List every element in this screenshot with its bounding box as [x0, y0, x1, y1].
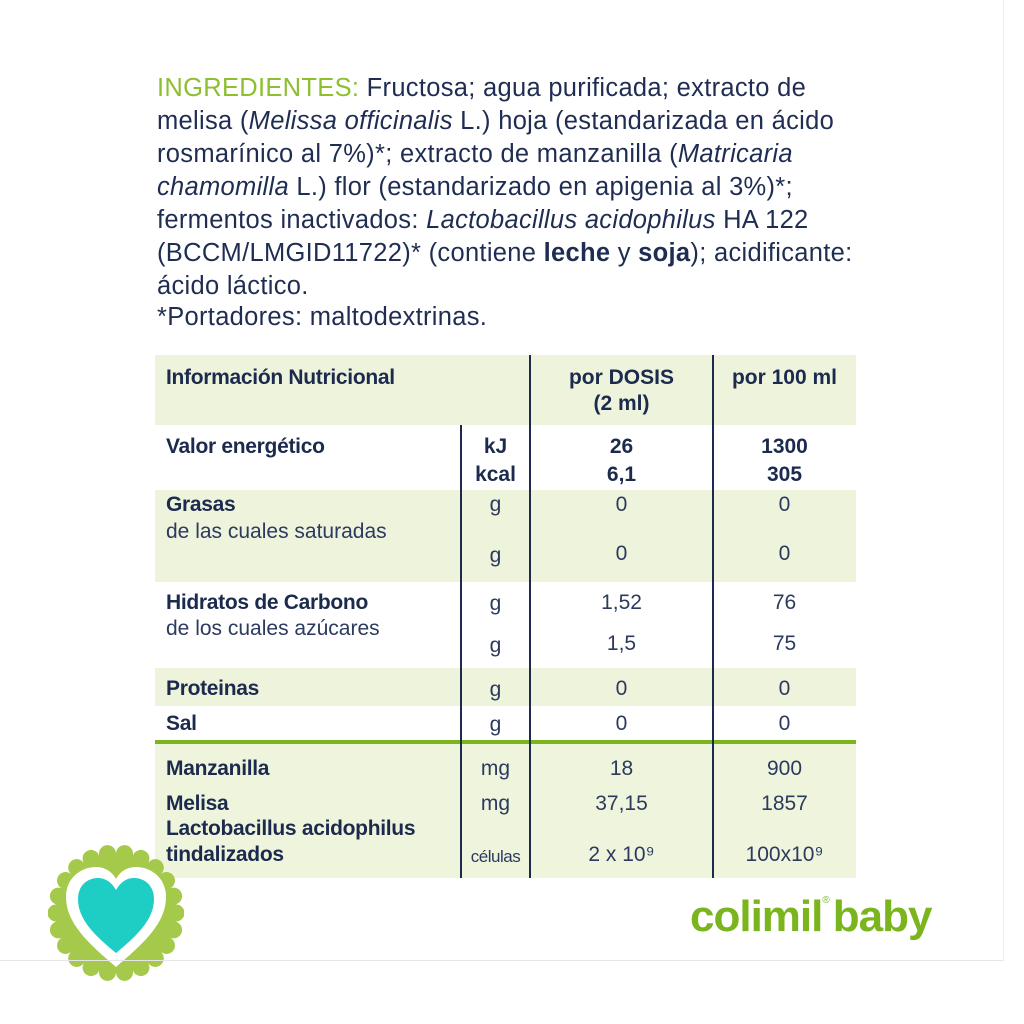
value: 900 [766, 757, 803, 780]
ingredients-segment: L.) hoja (estandarizada en ácido [452, 107, 835, 135]
ingredients-segment: rosmarínico al 7%)*; extracto de manzani… [157, 140, 678, 168]
row-label: Proteinas [166, 677, 259, 700]
value: 0 [615, 712, 628, 735]
unit: mg [480, 757, 511, 780]
protein-band [155, 668, 856, 706]
heart-badge-logo [48, 845, 184, 981]
col-100ml-header: por 100 ml [731, 366, 838, 389]
ingredients-segment: y [610, 239, 639, 267]
divider [0, 960, 1004, 961]
fat-band [155, 490, 856, 582]
ingredients-segment: Lactobacillus acidophilus [426, 206, 716, 234]
ingredients-segment: Melissa officinalis [248, 107, 453, 135]
value: 305 [766, 463, 803, 486]
ingredients-line: chamomilla L.) flor (estandarizado en ap… [157, 171, 867, 204]
row-label: Hidratos de Carbono [166, 591, 368, 614]
ingredients-segment: soja [638, 239, 691, 267]
ingredients-segment: leche [543, 239, 611, 267]
row-label: Lactobacillus acidophilus [166, 817, 416, 840]
row-label: Valor energético [166, 435, 325, 458]
unit: g [489, 713, 502, 736]
ingredients-line: ácido láctico. [157, 270, 867, 303]
header-band [155, 355, 856, 425]
value: 37,15 [595, 792, 648, 815]
unit: mg [480, 792, 511, 815]
brand-name: colimil [690, 892, 823, 941]
unit: g [489, 678, 502, 701]
unit: kJ [483, 435, 508, 458]
ingredients-text: INGREDIENTES: Fructosa; agua purificada;… [157, 72, 867, 303]
divider [460, 425, 462, 878]
value: 18 [609, 757, 634, 780]
unit: g [489, 544, 502, 567]
value: 76 [772, 591, 797, 614]
col-dose-subheader: (2 ml) [593, 392, 650, 415]
value: 75 [772, 632, 797, 655]
value: 0 [778, 677, 791, 700]
heart-icon [78, 878, 154, 953]
row-label: Melisa [166, 792, 229, 815]
carriers-note: *Portadores: maltodextrinas. [157, 303, 488, 331]
ingredients-segment: Matricaria [677, 140, 793, 168]
ingredients-segment: Fructosa; agua purificada; extracto de [359, 74, 807, 102]
value: 0 [615, 493, 628, 516]
row-sublabel: de los cuales azúcares [166, 617, 380, 640]
divider [155, 740, 856, 744]
ingredients-segment: melisa ( [157, 107, 249, 135]
brand-subname: baby [832, 892, 933, 941]
unit: células [470, 847, 521, 866]
value: 1857 [761, 792, 808, 815]
ingredients-segment: (BCCM/LMGID11722)* (contiene [157, 239, 544, 267]
ingredients-line: rosmarínico al 7%)*; extracto de manzani… [157, 138, 867, 171]
ingredients-segment: chamomilla [157, 173, 289, 201]
row-label: tindalizados [166, 843, 284, 866]
row-label: Grasas [166, 493, 236, 516]
ingredients-line: fermentos inactivados: Lactobacillus aci… [157, 204, 867, 237]
value: 0 [778, 493, 791, 516]
row-label: Sal [166, 712, 197, 735]
brand-logo: colimil®baby [690, 892, 933, 942]
ingredients-segment: HA 122 [715, 206, 809, 234]
unit: kcal [475, 463, 516, 486]
ingredients-segment: fermentos inactivados: [157, 206, 427, 234]
ingredients-segment: L.) flor (estandarizado en apigenia al 3… [288, 173, 793, 201]
value: 100x10⁹ [745, 843, 824, 866]
table-title: Información Nutricional [166, 366, 395, 389]
unit: g [489, 592, 502, 615]
ingredients-segment: ); acidificante: [690, 239, 853, 267]
unit: g [489, 634, 502, 657]
ingredients-heading: INGREDIENTES: [157, 74, 360, 102]
value: 6,1 [606, 463, 637, 486]
ingredients-line: (BCCM/LMGID11722)* (contiene leche y soj… [157, 237, 867, 270]
value: 1,5 [606, 632, 637, 655]
col-dose-header: por DOSIS [568, 366, 674, 389]
botanicals-band [155, 744, 856, 878]
value: 2 x 10⁹ [588, 843, 655, 866]
value: 0 [615, 677, 628, 700]
value: 26 [609, 435, 634, 458]
value: 0 [778, 712, 791, 735]
value: 0 [778, 542, 791, 565]
ingredients-segment: ácido láctico. [157, 272, 309, 300]
divider [1003, 0, 1004, 961]
value: 1300 [761, 435, 808, 458]
divider [712, 355, 714, 878]
row-label: Manzanilla [166, 757, 270, 780]
row-sublabel: de las cuales saturadas [166, 520, 387, 543]
divider [529, 355, 531, 878]
ingredients-line: melisa (Melissa officinalis L.) hoja (es… [157, 105, 867, 138]
registered-mark: ® [822, 895, 829, 906]
unit: g [489, 493, 502, 516]
value: 1,52 [601, 591, 642, 614]
value: 0 [615, 542, 628, 565]
ingredients-line: INGREDIENTES: Fructosa; agua purificada;… [157, 72, 867, 105]
